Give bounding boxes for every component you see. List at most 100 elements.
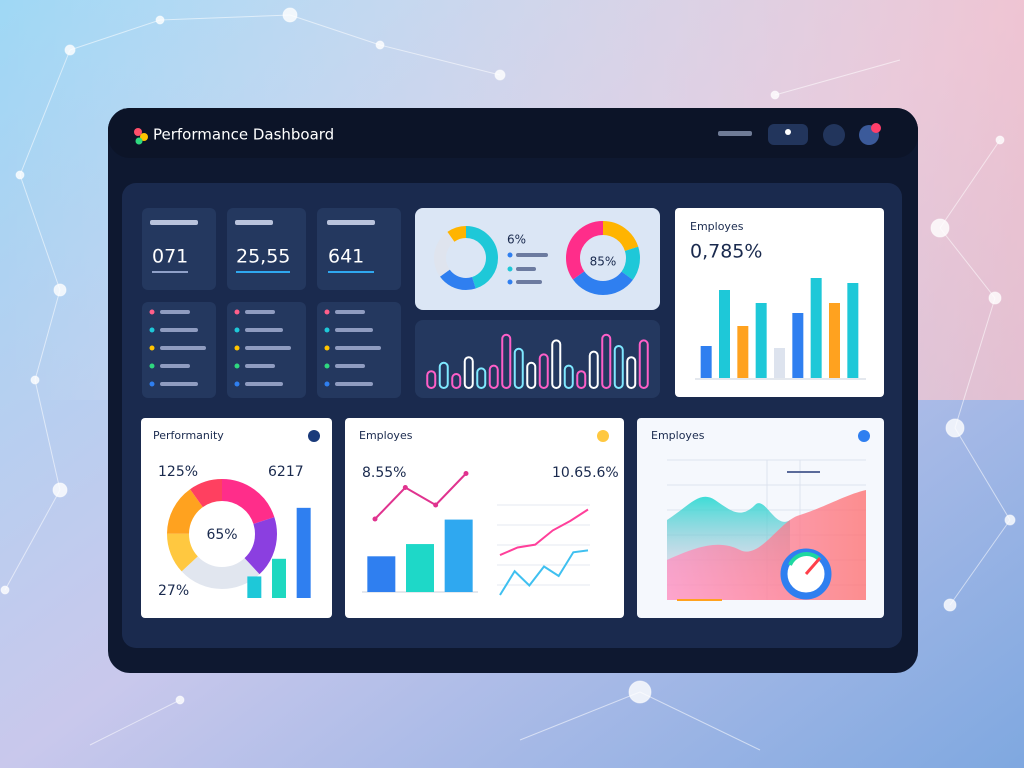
card-label: 27% (158, 583, 189, 599)
bar (626, 356, 637, 390)
card-icon[interactable] (308, 430, 320, 442)
donut-segment (167, 479, 277, 589)
stat-caption-placeholder (150, 220, 198, 225)
bar (367, 556, 396, 592)
stat-card (227, 208, 306, 290)
bar (737, 326, 749, 378)
bar (601, 333, 612, 389)
card-icon[interactable] (597, 430, 609, 442)
line-point (372, 516, 378, 522)
card-label: 8.55% (362, 465, 406, 481)
header-label-placeholder (718, 131, 752, 136)
legend-placeholder (507, 252, 548, 285)
bar (755, 303, 767, 378)
stat-caption-placeholder (327, 220, 375, 225)
donut-center-label: 65% (206, 527, 237, 543)
gauge-arc (788, 552, 822, 566)
network-decoration (0, 7, 1016, 751)
stat-caption-placeholder (235, 220, 273, 225)
card-title: Employes (359, 429, 413, 442)
list-dot (324, 381, 330, 387)
donut-segment (434, 226, 498, 290)
bar (719, 290, 730, 378)
bar (451, 373, 462, 389)
donut-segment (167, 479, 277, 589)
bar (513, 347, 524, 389)
bar (613, 345, 624, 389)
donut-segment (167, 479, 277, 589)
list-dot (149, 327, 155, 333)
bar (296, 507, 311, 598)
list-text-placeholder (335, 364, 365, 368)
donut-segment (434, 226, 498, 290)
card-title: Performanity (153, 429, 224, 442)
bar (444, 519, 473, 592)
bar (588, 350, 599, 390)
stat-value: 25,55 (236, 246, 290, 268)
bar (829, 303, 840, 378)
logo (134, 128, 148, 145)
card-title: Employes (690, 220, 744, 233)
list-text-placeholder (245, 382, 283, 386)
donut-segment (434, 226, 498, 290)
bar (847, 283, 859, 378)
list-text-placeholder (160, 328, 198, 332)
list-dot (234, 327, 240, 333)
bar (426, 370, 437, 390)
list-dot (234, 309, 240, 315)
line-point (433, 502, 439, 508)
bar (526, 361, 537, 389)
list-dot (149, 345, 155, 351)
list-dot (234, 363, 240, 369)
bar (563, 364, 574, 390)
bar (700, 346, 712, 378)
bar (488, 364, 499, 390)
stat-value: 071 (152, 246, 188, 268)
user-icon (785, 129, 791, 135)
donut-segment (167, 479, 277, 589)
donut-segment (566, 221, 640, 295)
list-text-placeholder (160, 382, 198, 386)
line-point (402, 485, 408, 490)
list-text-placeholder (160, 346, 206, 350)
list-text-placeholder (160, 364, 190, 368)
list-dot (324, 327, 330, 333)
bar (247, 576, 262, 598)
donut-center-label: 85% (590, 255, 617, 269)
card-value: 0,785% (690, 241, 762, 263)
notification-badge (871, 123, 881, 133)
list-text-placeholder (245, 364, 275, 368)
list-dot (234, 345, 240, 351)
bar (501, 333, 512, 389)
bar (792, 313, 804, 378)
donut-segment (566, 221, 640, 295)
bar (774, 348, 785, 378)
line (374, 472, 467, 520)
bar (272, 558, 286, 598)
stat-card (142, 208, 216, 290)
list-text-placeholder (335, 382, 373, 386)
card-icon[interactable] (858, 430, 870, 442)
card-title: Employes (651, 429, 705, 442)
line (499, 549, 589, 596)
card-label: 125% (158, 464, 198, 480)
bar (476, 367, 487, 389)
bar (551, 339, 562, 389)
page-title: Performance Dashboard (153, 126, 334, 144)
list-text-placeholder (245, 346, 291, 350)
stat-card (317, 208, 401, 290)
bar (576, 370, 587, 390)
gauge-needle (804, 557, 822, 575)
line-point (463, 471, 469, 476)
list-text-placeholder (335, 346, 381, 350)
list-dot (149, 363, 155, 369)
list-text-placeholder (335, 328, 373, 332)
list-dot (149, 309, 155, 315)
bar (638, 339, 649, 389)
header-bar (108, 108, 918, 158)
list-dot (149, 381, 155, 387)
list-text-placeholder (335, 310, 365, 314)
list-dot (234, 381, 240, 387)
settings-button[interactable] (823, 124, 845, 146)
